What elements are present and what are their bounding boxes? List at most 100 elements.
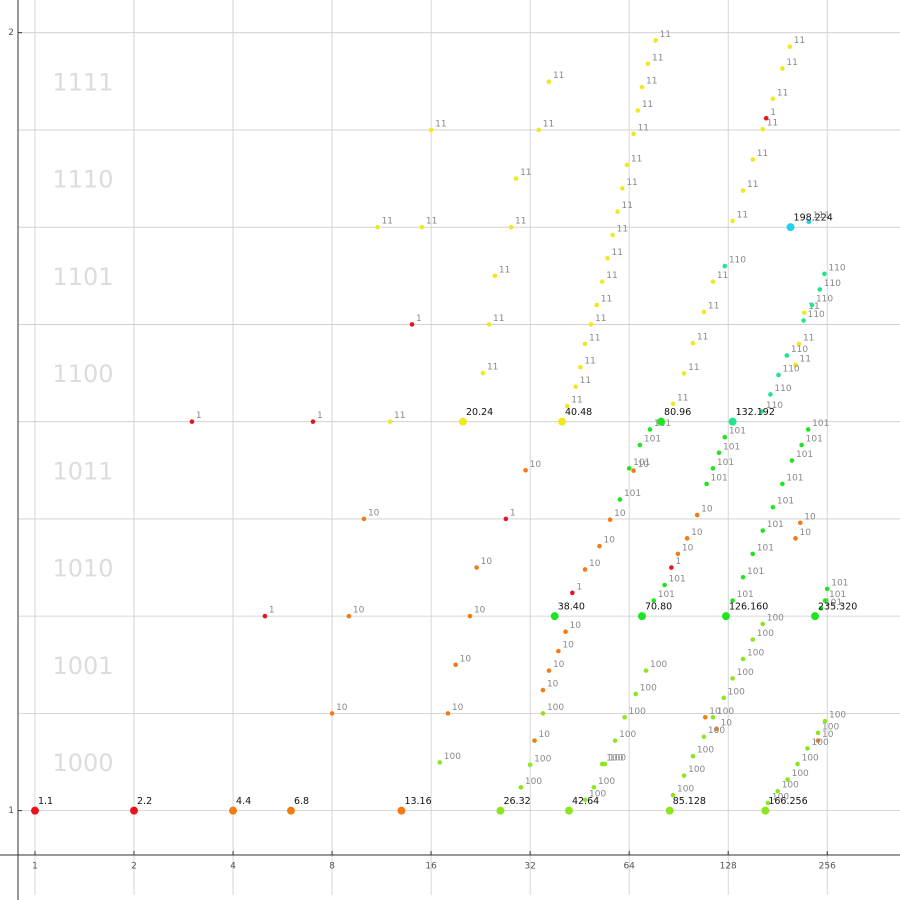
- point-label: 100: [629, 707, 646, 717]
- point-label: 11: [697, 333, 708, 343]
- point-label: 101: [829, 590, 846, 600]
- highlight-point: [550, 612, 559, 621]
- point: [637, 442, 643, 448]
- highlight-label: 40.48: [565, 407, 592, 418]
- point-label: 11: [626, 178, 637, 188]
- point: [690, 753, 696, 759]
- point: [765, 800, 771, 806]
- point: [722, 263, 728, 269]
- point: [750, 157, 756, 162]
- point: [492, 273, 498, 279]
- point-label: 11: [631, 154, 642, 164]
- point: [563, 629, 568, 635]
- point-label: 11: [652, 53, 663, 63]
- point-label: 101: [717, 458, 734, 468]
- band-label: 1000: [52, 749, 113, 777]
- point-label: 11: [803, 333, 814, 343]
- point-label: 10: [589, 559, 601, 569]
- point: [722, 434, 728, 440]
- point-label: 11: [499, 265, 510, 275]
- highlight-point: [728, 417, 737, 426]
- point: [824, 586, 830, 592]
- point: [704, 481, 709, 487]
- point: [540, 711, 546, 716]
- point: [508, 224, 514, 230]
- point-label: 11: [688, 363, 699, 373]
- point-label: 1: [675, 557, 681, 567]
- highlight-point: [665, 806, 674, 815]
- point: [612, 738, 618, 743]
- point-label: 11: [394, 411, 405, 421]
- band-label: 1011: [52, 457, 113, 485]
- highlight-point: [637, 612, 646, 621]
- point: [610, 232, 615, 238]
- point: [523, 467, 528, 473]
- y-tick-label: 1: [8, 806, 14, 816]
- point-label: 110: [808, 310, 825, 320]
- highlight-point: [721, 612, 730, 621]
- highlight-label: 80.96: [664, 407, 691, 418]
- point-label: 10: [799, 528, 811, 538]
- highlight-label: 132.192: [736, 407, 775, 418]
- point-label: 10: [481, 557, 493, 567]
- point-label: 100: [829, 711, 846, 721]
- point-label: 11: [737, 210, 748, 220]
- point: [797, 520, 803, 526]
- point-label: 11: [646, 77, 657, 87]
- point: [647, 427, 653, 432]
- point: [669, 565, 674, 570]
- point-label: 101: [812, 419, 829, 429]
- point-label: 1: [510, 508, 516, 518]
- point: [760, 621, 766, 627]
- point: [480, 370, 486, 376]
- point-label: 10: [721, 718, 733, 728]
- highlight-point: [458, 417, 467, 426]
- point: [716, 450, 722, 456]
- point: [740, 188, 746, 193]
- point-label: 100: [737, 668, 754, 678]
- point: [675, 551, 681, 557]
- highlight-label: 198.224: [794, 213, 833, 224]
- point: [503, 516, 509, 522]
- point-label: 1: [416, 314, 422, 324]
- point-label: 10: [547, 680, 559, 690]
- point: [643, 668, 649, 673]
- point-label: 110: [782, 364, 799, 374]
- point: [750, 551, 756, 557]
- point: [639, 84, 645, 90]
- point-label: 10: [614, 509, 626, 519]
- point-label: 101: [669, 575, 686, 585]
- point: [740, 574, 746, 580]
- point-label: 100: [619, 730, 636, 740]
- point: [419, 224, 425, 230]
- point-label: 10: [570, 621, 582, 631]
- point: [622, 714, 627, 720]
- point: [453, 662, 458, 668]
- point-label: 111: [813, 211, 830, 221]
- point: [631, 468, 636, 473]
- point-label: 100: [598, 777, 615, 787]
- band-label: 1100: [52, 360, 113, 388]
- x-tick-label: 2: [131, 862, 137, 872]
- point-label: 100: [444, 752, 461, 762]
- point: [588, 322, 594, 327]
- point-label: 101: [825, 598, 842, 608]
- point: [780, 66, 785, 71]
- point: [730, 218, 735, 224]
- point-label: 11: [601, 294, 612, 304]
- point: [262, 613, 268, 619]
- point-label: 100: [782, 781, 799, 791]
- point-label: 10: [682, 543, 694, 553]
- point-label: 100: [688, 765, 705, 775]
- point-label: 10: [452, 703, 464, 713]
- point: [801, 310, 807, 316]
- point: [760, 126, 766, 132]
- x-tick-label: 128: [720, 862, 737, 872]
- point-label: 100: [812, 738, 829, 748]
- point-label: 10: [804, 512, 816, 522]
- point-label: 11: [435, 119, 446, 129]
- point: [607, 517, 613, 522]
- point: [445, 711, 451, 716]
- point-label: 11: [717, 271, 728, 281]
- x-tick-label: 64: [623, 862, 635, 872]
